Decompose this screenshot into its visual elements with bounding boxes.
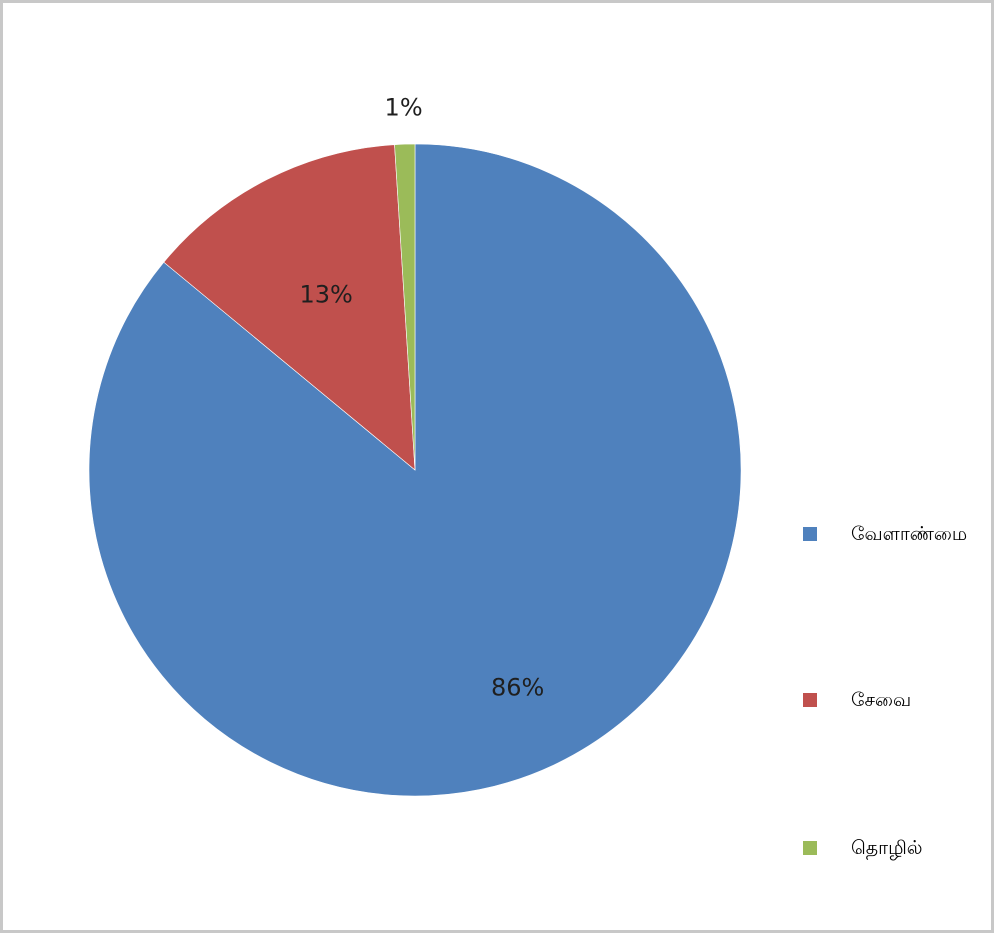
- legend-item: தொழில்: [803, 833, 993, 863]
- pie-slice: [88, 143, 742, 797]
- pie-data-labels: 86% 13% 1%: [300, 93, 545, 701]
- legend-label: வேளாண்மை: [851, 523, 968, 545]
- legend-item: வேளாண்மை: [803, 519, 993, 549]
- legend-swatch: [803, 693, 817, 707]
- legend-swatch: [803, 841, 817, 855]
- pie-slice: [163, 144, 416, 471]
- pie-data-label: 13%: [300, 281, 353, 309]
- pie-slice: [394, 143, 416, 471]
- legend-swatch: [803, 527, 817, 541]
- legend: வேளாண்மை சேவை தொழில்: [803, 3, 994, 936]
- pie-data-label: 86%: [491, 673, 544, 701]
- pie-chart: 86% 13% 1%: [88, 93, 742, 797]
- legend-label: தொழில்: [851, 837, 923, 859]
- pie-slices: [88, 143, 742, 797]
- legend-item: சேவை: [803, 685, 993, 715]
- legend-label: சேவை: [851, 689, 912, 711]
- pie-data-label: 1%: [385, 93, 423, 121]
